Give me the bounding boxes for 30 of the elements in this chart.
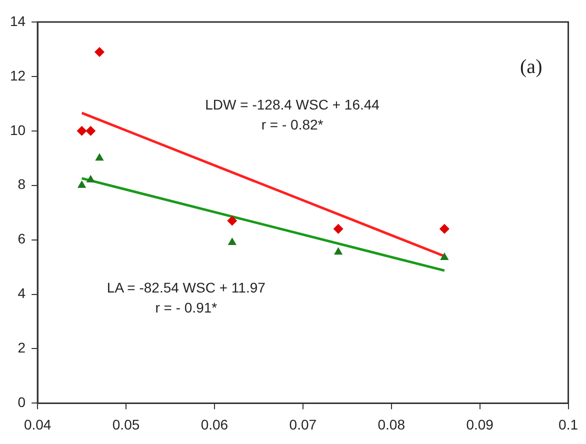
annotation: LA = -82.54 WSC + 11.97 r = - 0.91* xyxy=(106,280,266,316)
x-tick-label: 0.07 xyxy=(289,416,317,432)
point xyxy=(77,180,86,188)
y-tick-label: 6 xyxy=(18,230,26,247)
point xyxy=(76,126,87,136)
point xyxy=(94,46,104,57)
y-tick-label: 14 xyxy=(10,12,26,29)
annotation: (a) xyxy=(520,56,542,78)
point xyxy=(440,252,449,260)
point xyxy=(227,216,238,226)
x-tick-label: 0.05 xyxy=(112,416,140,432)
point xyxy=(95,153,104,161)
x-tick-label: 0.04 xyxy=(24,416,52,432)
point xyxy=(86,126,96,136)
point xyxy=(228,238,236,246)
x-tick-label: 0.06 xyxy=(200,416,228,432)
point xyxy=(439,224,450,234)
y-tick-label: 10 xyxy=(10,122,26,138)
y-tick-label: 12 xyxy=(10,67,26,84)
point xyxy=(334,247,343,255)
y-tick-label: 8 xyxy=(18,176,26,192)
point xyxy=(86,174,95,182)
x-tick-label: 0.1 xyxy=(558,416,578,432)
x-tick-label: 0.09 xyxy=(466,416,494,432)
annotation: LDW = -128.4 WSC + 16.44 r = - 0.82* xyxy=(205,96,380,133)
x-tick-label: 0.08 xyxy=(378,416,406,432)
y-tick-label: 2 xyxy=(18,340,26,356)
y-tick-label: 4 xyxy=(18,285,26,302)
y-tick-label: 0 xyxy=(18,394,26,410)
point xyxy=(333,224,344,234)
